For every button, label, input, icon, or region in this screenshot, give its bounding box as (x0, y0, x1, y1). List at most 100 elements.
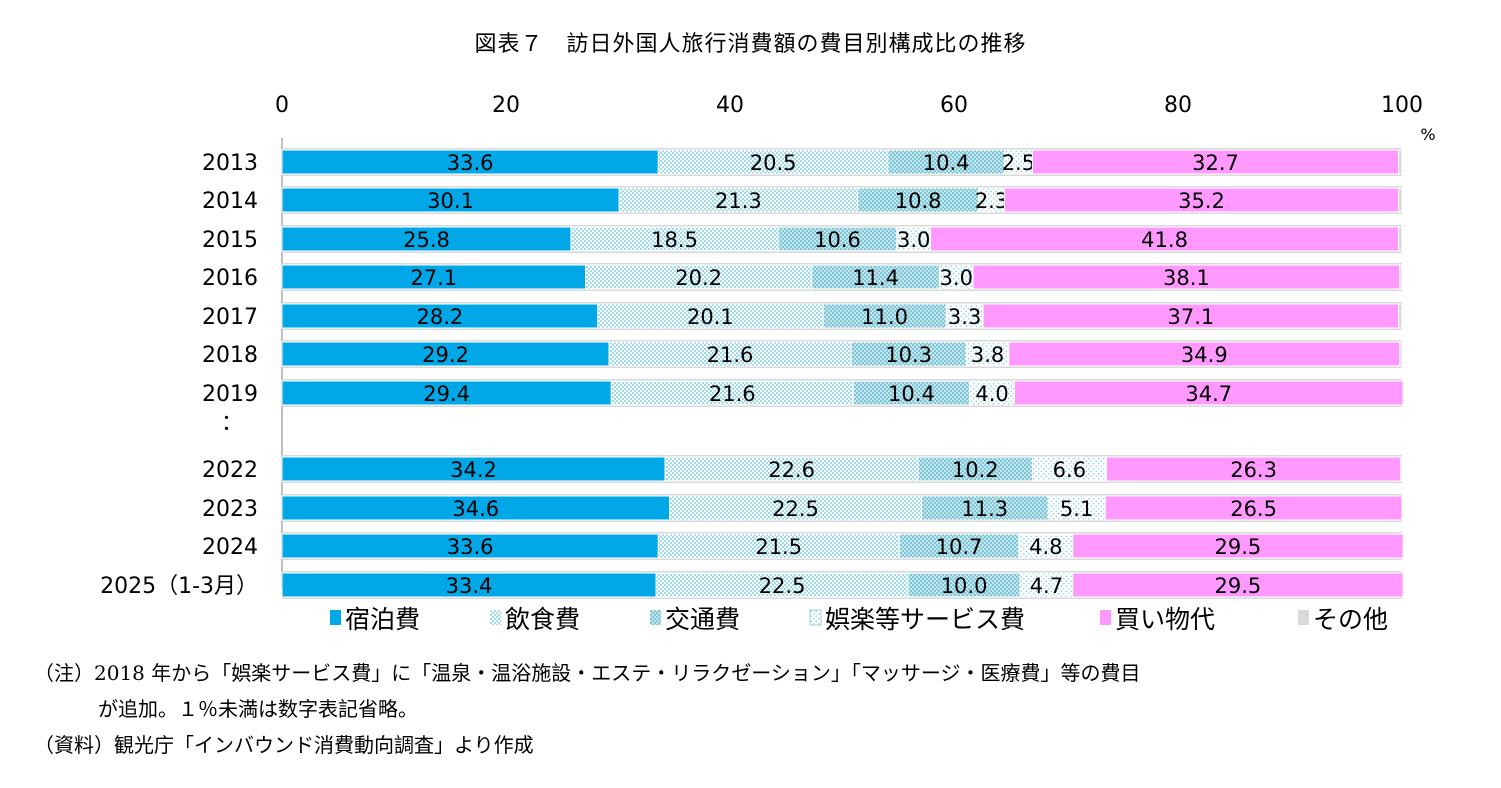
data-label-lodging: 33.4 (446, 574, 493, 598)
data-label-food: 18.5 (651, 228, 698, 252)
bar-segment-food (610, 380, 854, 406)
legend-label-entertainment: 娯楽等サービス費 (825, 605, 1025, 634)
bar-segment-transport (822, 303, 947, 329)
data-label-transport: 11.3 (961, 497, 1008, 521)
category-label: 2024 (202, 535, 258, 560)
category-label: 2022 (202, 458, 258, 483)
bar-segment-food (655, 572, 909, 598)
bar-segment-entertainment (938, 264, 974, 290)
data-label-entertainment: 6.6 (1053, 458, 1086, 482)
bar-segment-shopping (1072, 572, 1404, 598)
category-label: 2025（1-3月） (100, 574, 258, 599)
unit-label: % (1420, 125, 1435, 144)
x-tick-label: 20 (492, 93, 520, 118)
data-label-transport: 10.4 (888, 382, 935, 406)
bar-segment-shopping (1003, 187, 1400, 213)
category-label: 2013 (202, 151, 258, 176)
data-label-entertainment: 3.0 (897, 228, 930, 252)
bar-segment-shopping (1031, 149, 1400, 175)
data-label-food: 21.5 (755, 535, 802, 559)
bar-segment-transport (811, 264, 940, 290)
bar-segment-entertainment (978, 187, 1005, 213)
bar-segment-food (608, 341, 852, 367)
data-label-lodging: 30.1 (427, 189, 474, 213)
data-label-food: 22.5 (772, 497, 819, 521)
bar-segment-food (618, 187, 859, 213)
data-label-lodging: 33.6 (447, 151, 494, 175)
bar-segment-transport (857, 187, 980, 213)
legend-swatch-entertainment (809, 609, 822, 626)
bar-segment-transport (852, 380, 971, 406)
data-label-transport: 11.0 (861, 305, 908, 329)
data-label-transport: 10.6 (814, 228, 861, 252)
data-label-transport: 10.0 (941, 574, 988, 598)
x-tick-label: 60 (940, 93, 968, 118)
bar-segment-shopping (1072, 533, 1404, 559)
row-gap-ellipsis: ： (221, 411, 243, 436)
bar-segment-entertainment (1031, 456, 1107, 482)
data-label-shopping: 41.8 (1141, 228, 1188, 252)
bar-segment-lodging (281, 264, 587, 290)
data-label-food: 20.1 (687, 305, 734, 329)
bar-segment-shopping (1105, 456, 1402, 482)
legend-swatch-lodging (330, 610, 341, 625)
bar-segment-entertainment (945, 303, 984, 329)
bar-segment-shopping (982, 303, 1400, 329)
data-label-entertainment: 3.8 (971, 343, 1004, 367)
bar-segment-transport (917, 456, 1033, 482)
data-label-entertainment: 5.1 (1060, 497, 1093, 521)
data-label-lodging: 29.4 (423, 382, 470, 406)
data-label-lodging: 29.2 (422, 343, 469, 367)
data-label-lodging: 27.1 (410, 266, 457, 290)
legend-label-other: その他 (1313, 605, 1388, 634)
data-label-lodging: 34.2 (450, 458, 497, 482)
chart-area: 0 20 40 60 80 100% 2013 33.6 20.5 10.4 2.5 32.7 2014… (100, 93, 1436, 634)
bar-segment-shopping (929, 226, 1400, 252)
note-line-2: が追加。１％未満は数字表記省略。 (98, 697, 418, 721)
legend-swatch-other (1298, 610, 1309, 625)
bar-segment-other (1398, 226, 1403, 252)
data-label-entertainment: 4.7 (1030, 574, 1063, 598)
data-label-shopping: 38.1 (1163, 266, 1210, 290)
bar-segment-other (1398, 303, 1403, 329)
x-tick-label: 40 (716, 93, 744, 118)
bar-segment-shopping (972, 264, 1401, 290)
note-line-1: （注）2018 年から「娯楽サービス費」に「温泉・温浴施設・エステ・リラクゼーシ… (34, 661, 1141, 685)
category-label: 2017 (202, 305, 258, 330)
data-label-shopping: 26.3 (1230, 458, 1277, 482)
data-label-transport: 10.3 (885, 343, 932, 367)
data-label-shopping: 35.2 (1178, 189, 1225, 213)
bar-segment-shopping (1013, 380, 1404, 406)
data-label-lodging: 34.6 (452, 497, 499, 521)
data-label-food: 22.6 (768, 458, 815, 482)
legend-swatch-shopping (1100, 610, 1111, 625)
bar-segment-other (1402, 380, 1405, 406)
category-label: 2014 (202, 189, 258, 214)
x-tick-label: 0 (275, 93, 289, 118)
bar-segment-other (1400, 456, 1403, 482)
data-label-entertainment: 4.8 (1029, 535, 1062, 559)
data-label-lodging: 33.6 (447, 535, 494, 559)
category-label: 2018 (202, 343, 258, 368)
bar-segment-food (657, 149, 889, 175)
data-label-transport: 10.2 (952, 458, 999, 482)
bar-segment-shopping (1104, 495, 1403, 521)
data-label-food: 21.6 (707, 343, 754, 367)
bar-segment-transport (898, 533, 1020, 559)
bar-segment-lodging (281, 572, 657, 598)
bar-segment-lodging (281, 303, 599, 329)
legend-label-shopping: 買い物代 (1115, 605, 1215, 634)
data-label-food: 20.2 (675, 266, 722, 290)
category-label: 2016 (202, 266, 258, 291)
x-tick-label: 80 (1164, 93, 1192, 118)
bar-segment-entertainment (965, 341, 1010, 367)
bar-segment-lodging (281, 187, 620, 213)
data-label-transport: 10.8 (895, 189, 942, 213)
data-label-shopping: 26.5 (1230, 497, 1277, 521)
data-label-transport: 11.4 (852, 266, 899, 290)
data-label-entertainment: 2.3 (975, 189, 1008, 213)
data-label-transport: 10.7 (936, 535, 983, 559)
bar-segment-entertainment (1019, 572, 1074, 598)
data-label-transport: 10.4 (923, 151, 970, 175)
bar-segment-entertainment (1047, 495, 1106, 521)
